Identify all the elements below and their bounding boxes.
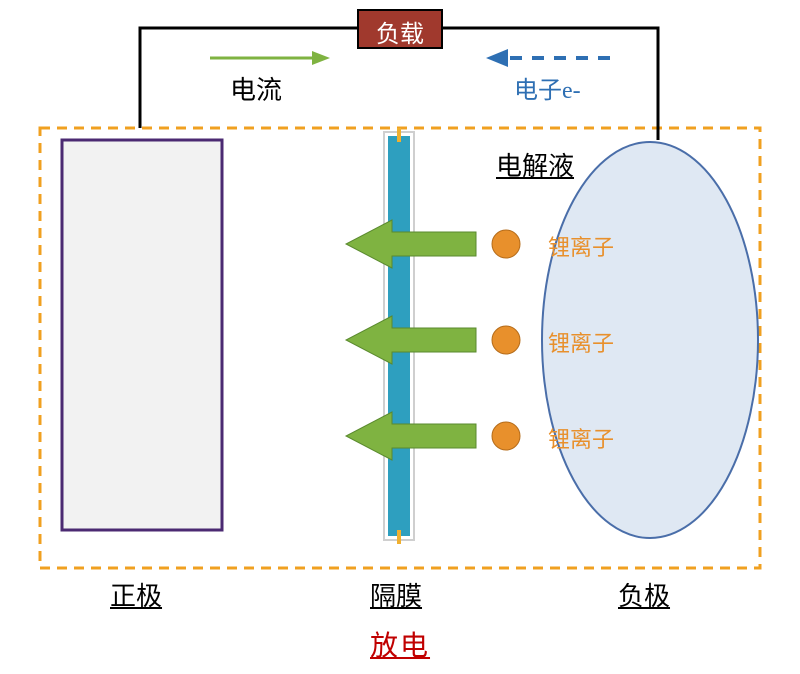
load-label: 负载 — [358, 14, 442, 49]
separator-tick-top — [397, 128, 401, 142]
current-label: 电流 — [230, 70, 282, 107]
ion-arrow-2 — [346, 316, 476, 364]
ion-arrow-3 — [346, 412, 476, 460]
electron-arrow — [486, 49, 610, 67]
lithium-ion-2 — [492, 326, 520, 354]
lithium-ion-3 — [492, 422, 520, 450]
positive-electrode — [62, 140, 222, 530]
ion-label-1: 锂离子 — [548, 230, 614, 262]
electrolyte-label: 电解液 — [496, 146, 574, 183]
discharge-title: 放电 — [370, 624, 430, 664]
separator-tick-bottom — [397, 530, 401, 544]
electron-label: 电子e- — [514, 70, 581, 105]
positive-label: 正极 — [110, 576, 162, 613]
current-arrow — [210, 51, 330, 65]
ion-label-3: 锂离子 — [548, 422, 614, 454]
battery-diagram — [0, 0, 800, 620]
lithium-ion-1 — [492, 230, 520, 258]
ion-arrow-1 — [346, 220, 476, 268]
negative-label: 负极 — [618, 576, 670, 613]
ion-label-2: 锂离子 — [548, 326, 614, 358]
separator-label: 隔膜 — [370, 576, 422, 613]
